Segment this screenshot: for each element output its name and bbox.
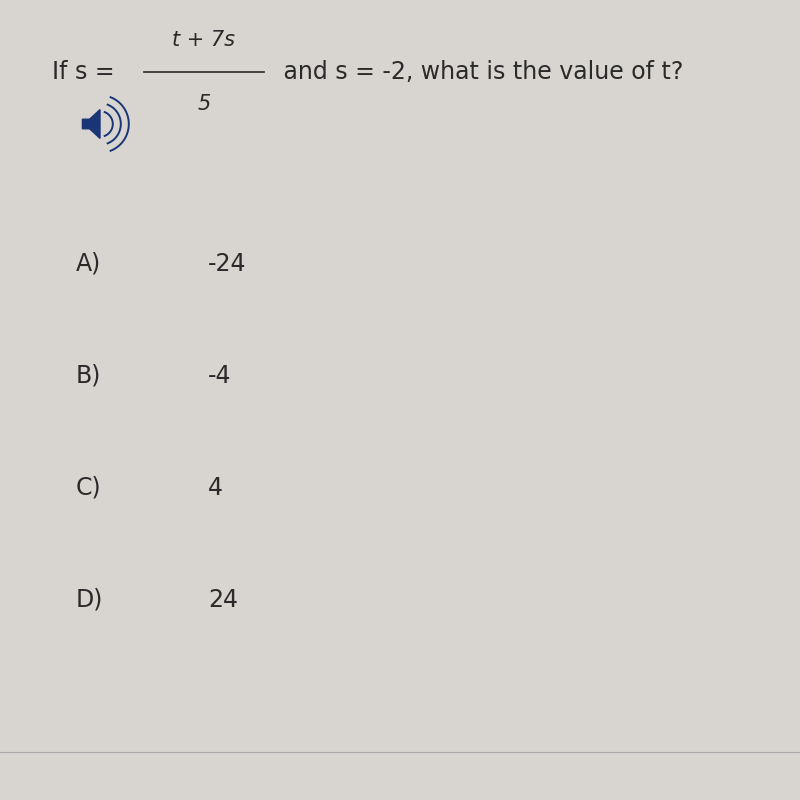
- Text: t + 7s: t + 7s: [173, 30, 235, 50]
- Text: 5: 5: [198, 94, 210, 114]
- Text: C): C): [76, 476, 102, 500]
- Text: -4: -4: [208, 364, 231, 388]
- Text: 24: 24: [208, 588, 238, 612]
- Text: B): B): [76, 364, 102, 388]
- Polygon shape: [82, 110, 100, 138]
- Text: If s =: If s =: [52, 60, 122, 84]
- Text: A): A): [76, 252, 102, 276]
- Text: D): D): [76, 588, 103, 612]
- Text: -24: -24: [208, 252, 246, 276]
- Text: and s = -2, what is the value of t?: and s = -2, what is the value of t?: [276, 60, 683, 84]
- Text: 4: 4: [208, 476, 223, 500]
